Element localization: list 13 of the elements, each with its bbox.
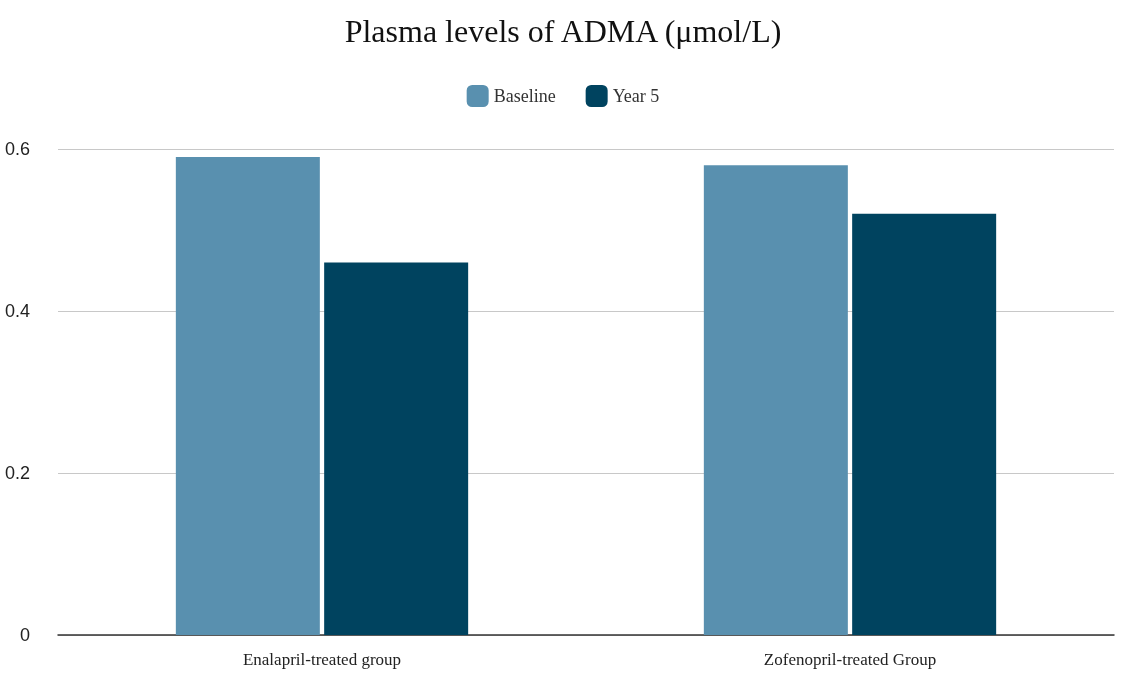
bar (324, 262, 469, 635)
legend-label: Baseline (493, 86, 556, 106)
y-tick-label: 0.6 (4, 139, 30, 159)
y-tick-label: 0.4 (4, 301, 30, 321)
chart-title: Plasma levels of ADMA (μmol/L) (344, 13, 782, 49)
bar (852, 213, 997, 635)
legend-label: Year 5 (612, 86, 660, 106)
bar (703, 165, 848, 635)
bar (175, 157, 320, 635)
x-tick-label: Zofenopril-treated Group (763, 650, 937, 669)
y-tick-label: 0 (19, 625, 30, 645)
x-tick-label: Enalapril-treated group (242, 650, 402, 669)
y-tick-label: 0.2 (4, 463, 30, 483)
